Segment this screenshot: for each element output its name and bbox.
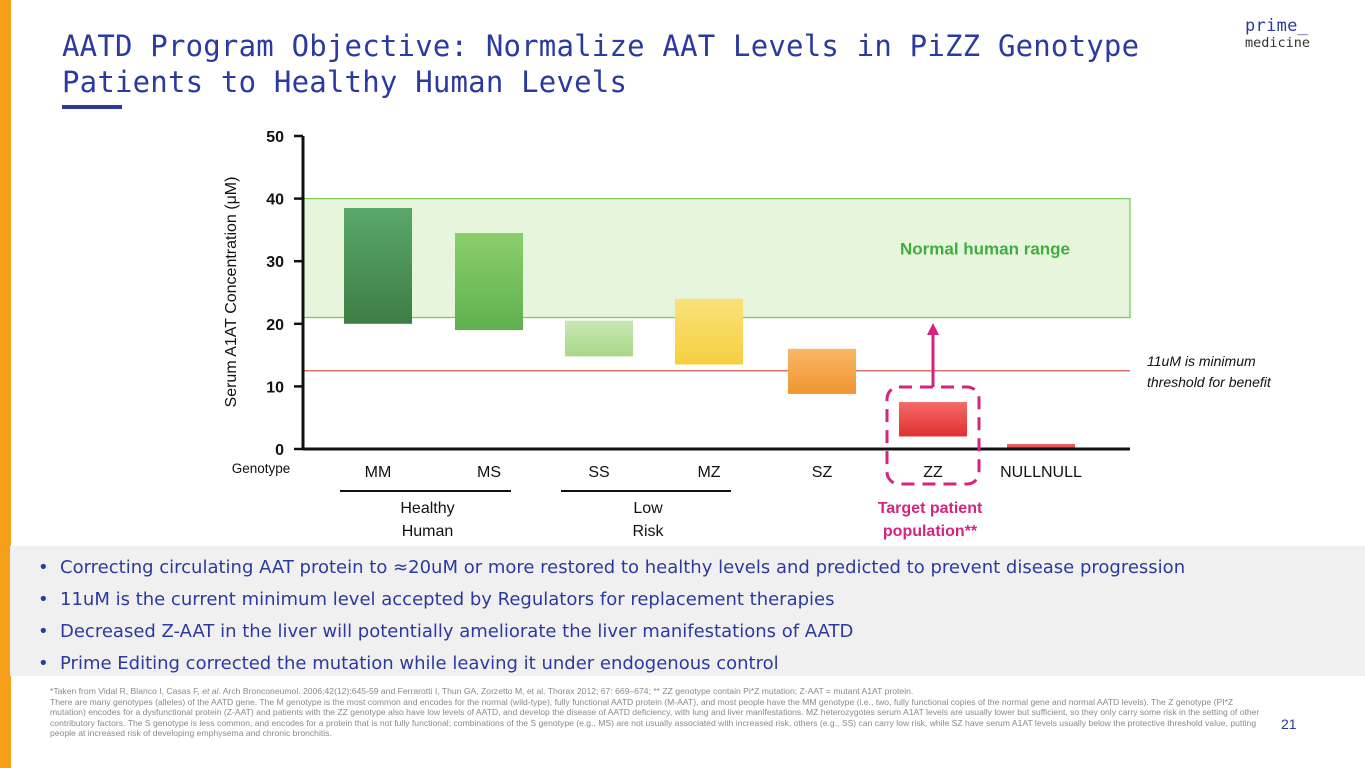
target-label-line-1: Target patient xyxy=(878,500,983,517)
bullet-item: Prime Editing corrected the mutation whi… xyxy=(38,648,1365,680)
threshold-label-line-1: 11uM is minimum xyxy=(1147,353,1256,369)
category-label: NULLNULL xyxy=(1000,464,1082,481)
slide-title: AATD Program Objective: Normalize AAT Le… xyxy=(62,29,1140,99)
y-tick-label: 30 xyxy=(266,254,284,271)
target-arrow-head xyxy=(927,323,939,335)
bullet-item: 11uM is the current minimum level accept… xyxy=(38,584,1365,616)
threshold-label-line-2: threshold for benefit xyxy=(1147,374,1272,390)
range-bar-mm xyxy=(344,207,412,324)
group-label-line-2: Risk xyxy=(632,523,664,540)
range-bar-ms xyxy=(455,233,523,331)
category-label: ZZ xyxy=(923,464,943,481)
footnote-body: There are many genotypes (alleles) of th… xyxy=(50,696,1260,739)
category-label: MZ xyxy=(697,464,720,481)
target-label-line-2: population** xyxy=(883,523,978,540)
bullet-item: Decreased Z-AAT in the liver will potent… xyxy=(38,616,1365,648)
range-bar-sz xyxy=(788,348,856,394)
category-label: MM xyxy=(365,464,392,481)
company-logo: prime_ medicine xyxy=(1245,18,1310,52)
range-bar-zz xyxy=(899,402,967,437)
x-axis-label: Genotype xyxy=(232,461,291,476)
range-bar-mz xyxy=(675,298,743,365)
accent-bar xyxy=(0,0,11,768)
key-points-list: Correcting circulating AAT protein to ≈2… xyxy=(10,546,1365,680)
page-number: 21 xyxy=(1281,716,1297,732)
range-bar-nullnull xyxy=(1007,443,1075,449)
y-tick-label: 20 xyxy=(266,317,284,334)
normal-range-band xyxy=(302,197,1131,319)
title-underline xyxy=(62,105,122,109)
y-tick-label: 10 xyxy=(266,379,284,396)
footnote: *Taken from Vidal R, Blanco I, Casas F, … xyxy=(50,686,1270,739)
group-label-line-2: Human xyxy=(402,523,454,540)
bullet-item: Correcting circulating AAT protein to ≈2… xyxy=(38,552,1365,584)
category-label: MS xyxy=(477,464,501,481)
group-label-line-1: Low xyxy=(633,500,663,517)
y-tick-label: 0 xyxy=(275,442,284,459)
logo-line-1: prime_ xyxy=(1245,16,1309,36)
normal-range-label: Normal human range xyxy=(900,239,1070,258)
y-tick-label: 40 xyxy=(266,192,284,209)
range-bar-ss xyxy=(565,320,633,357)
category-label: SS xyxy=(588,464,609,481)
footnote-citation-rest: . Arch Bronconeumol. 2006;42(12):645-59 … xyxy=(218,686,914,696)
y-axis-label: Serum A1AT Concentration (μM) xyxy=(223,177,240,408)
y-tick-label: 50 xyxy=(266,129,284,146)
footnote-et-al: et al xyxy=(202,686,219,696)
logo-line-2: medicine xyxy=(1245,35,1311,51)
aat-range-chart: Normal human range 11uM is minimum thresh… xyxy=(223,129,1272,540)
group-label-line-1: Healthy xyxy=(400,500,454,517)
footnote-citation: *Taken from Vidal R, Blanco I, Casas F, xyxy=(50,686,203,696)
category-label: SZ xyxy=(812,464,833,481)
